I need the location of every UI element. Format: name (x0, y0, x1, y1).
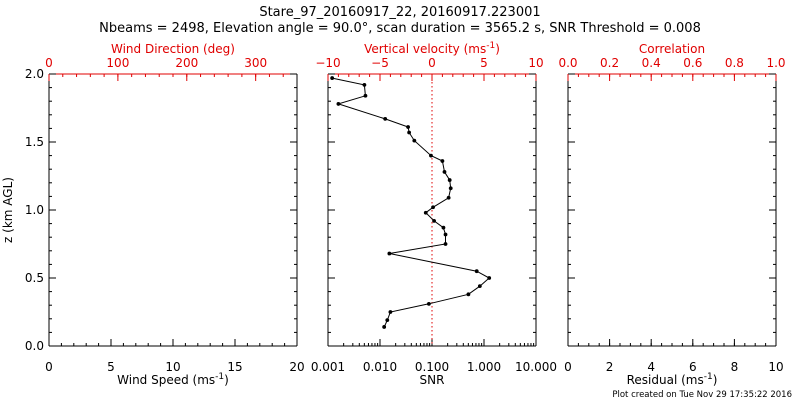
vertical-velocity-point (385, 318, 390, 323)
bottom-tick-label: 10.000 (515, 360, 557, 374)
vertical-velocity-point (474, 269, 479, 274)
vertical-velocity-point (363, 93, 368, 98)
bottom-tick-label: 4 (647, 360, 655, 374)
vertical-velocity-point (487, 276, 492, 280)
vertical-velocity-point (432, 218, 436, 223)
bottom-axis-label-text: Residual (ms (627, 373, 704, 387)
bottom-axis-label-text: SNR (420, 373, 445, 387)
bottom-axis-label-unit-exponent: -1 (215, 372, 224, 382)
top-tick-label: 300 (244, 56, 267, 70)
top-tick-label: −10 (315, 56, 340, 70)
vertical-velocity-point (466, 292, 471, 297)
bottom-tick-label: 0 (564, 360, 572, 374)
bottom-tick-label: 2 (606, 360, 614, 374)
bottom-axis-label: Wind Speed (ms-1) (117, 372, 229, 387)
top-axis-label: Correlation (639, 42, 705, 56)
bottom-tick-label: 5 (107, 360, 115, 374)
vertical-velocity-point (448, 186, 453, 191)
vertical-velocity-panel: 0.001 0.010 0.100 1.000 10.000 SNR −10 −5 0 5 10 Ve… (311, 41, 557, 387)
vertical-velocity-point (388, 310, 393, 314)
vertical-velocity-point (383, 116, 388, 121)
bottom-tick-label: 0.010 (363, 360, 397, 374)
figure-title-line2: Nbeams = 2498, Elevation angle = 90.0°, … (99, 21, 701, 36)
bottom-tick-label: 8 (731, 360, 739, 374)
vertical-velocity-point (477, 284, 482, 289)
vertical-velocity-point (362, 82, 367, 87)
top-tick-label: 100 (106, 56, 129, 70)
y-tick-label: 0.5 (25, 271, 44, 285)
bottom-tick-label: 20 (289, 360, 304, 374)
vertical-velocity-point (382, 325, 387, 329)
top-axis-label-text: Correlation (639, 42, 705, 56)
top-tick-label: 0 (45, 56, 53, 70)
bottom-axis-label: Residual (ms-1) (627, 372, 718, 387)
vertical-velocity-point (407, 130, 412, 135)
vertical-velocity-point (330, 76, 335, 80)
vertical-velocity-point (440, 159, 445, 163)
top-tick-label: 1.0 (766, 56, 785, 70)
top-axis-label: Vertical velocity (ms-1) (364, 41, 500, 56)
y-tick-label: 0.0 (25, 339, 44, 353)
plot-credit: Plot created on Tue Nov 29 17:35:22 2016 (612, 390, 792, 400)
figure-title-line1: Stare_97_20160917_22, 20160917.223001 (259, 5, 540, 20)
bottom-tick-label: 15 (227, 360, 242, 374)
bottom-tick-label: 0 (45, 360, 53, 374)
correlation-panel: 0 2 4 6 8 10 Residual (ms-1) 0.0 0.2 0.4 0.6 0.8 1.0… (558, 42, 785, 387)
top-axis-label-text: Wind Direction (deg) (111, 42, 235, 56)
vertical-velocity-point (443, 242, 448, 246)
vertical-velocity-point (446, 195, 451, 200)
top-tick-label: 0.4 (642, 56, 661, 70)
vertical-velocity-point (447, 178, 452, 182)
y-tick-label: 1.5 (25, 135, 44, 149)
vertical-velocity-point (387, 251, 392, 256)
top-tick-label: 200 (175, 56, 198, 70)
vertical-velocity-point (336, 102, 341, 106)
vertical-velocity-point (406, 125, 410, 129)
bottom-tick-label: 0.001 (311, 360, 345, 374)
top-axis-label-unit-exponent: -1 (486, 41, 495, 51)
vertical-velocity-point (429, 153, 433, 158)
vertical-velocity-point (423, 210, 428, 215)
top-tick-label: 0.2 (600, 56, 619, 70)
y-tick-label: 2.0 (25, 67, 44, 81)
top-tick-label: 10 (528, 56, 543, 70)
vertical-velocity-point (441, 225, 446, 230)
vertical-velocity-line (332, 77, 491, 328)
y-axis-label: z (km AGL) (1, 177, 15, 243)
top-tick-label: 0.0 (558, 56, 577, 70)
bottom-tick-label: 10 (165, 360, 180, 374)
bottom-axis-label: SNR (420, 373, 445, 387)
top-tick-label: −5 (371, 56, 389, 70)
bottom-axis-label-close: ) (224, 373, 229, 387)
bottom-tick-label: 6 (689, 360, 697, 374)
top-tick-label: 0.8 (725, 56, 744, 70)
top-axis-label: Wind Direction (deg) (111, 42, 235, 56)
vertical-velocity-point (442, 170, 447, 174)
bottom-axis-label-text: Wind Speed (ms (117, 373, 215, 387)
vertical-velocity-point (426, 301, 431, 306)
bottom-tick-label: 0.100 (415, 360, 449, 374)
bottom-axis-label-unit-exponent: -1 (704, 372, 713, 382)
vertical-velocity-point (431, 205, 435, 210)
top-tick-label: 5 (480, 56, 488, 70)
vertical-velocity-point (443, 232, 448, 237)
top-tick-label: 0 (428, 56, 436, 70)
y-tick-label: 1.0 (25, 203, 44, 217)
bottom-tick-label: 1.000 (467, 360, 501, 374)
vertical-velocity-point (412, 138, 417, 143)
bottom-tick-label: 10 (768, 360, 783, 374)
top-tick-label: 0.6 (683, 56, 702, 70)
wind-panel: 0.0 0.5 1.0 1.5 2.0 z (km AGL) 0 5 10 15 20 Wind Sp… (1, 42, 305, 387)
bottom-axis-label-close: ) (713, 373, 718, 387)
top-axis-label-text: Vertical velocity (ms (364, 42, 486, 56)
top-axis-label-close: ) (495, 42, 500, 56)
